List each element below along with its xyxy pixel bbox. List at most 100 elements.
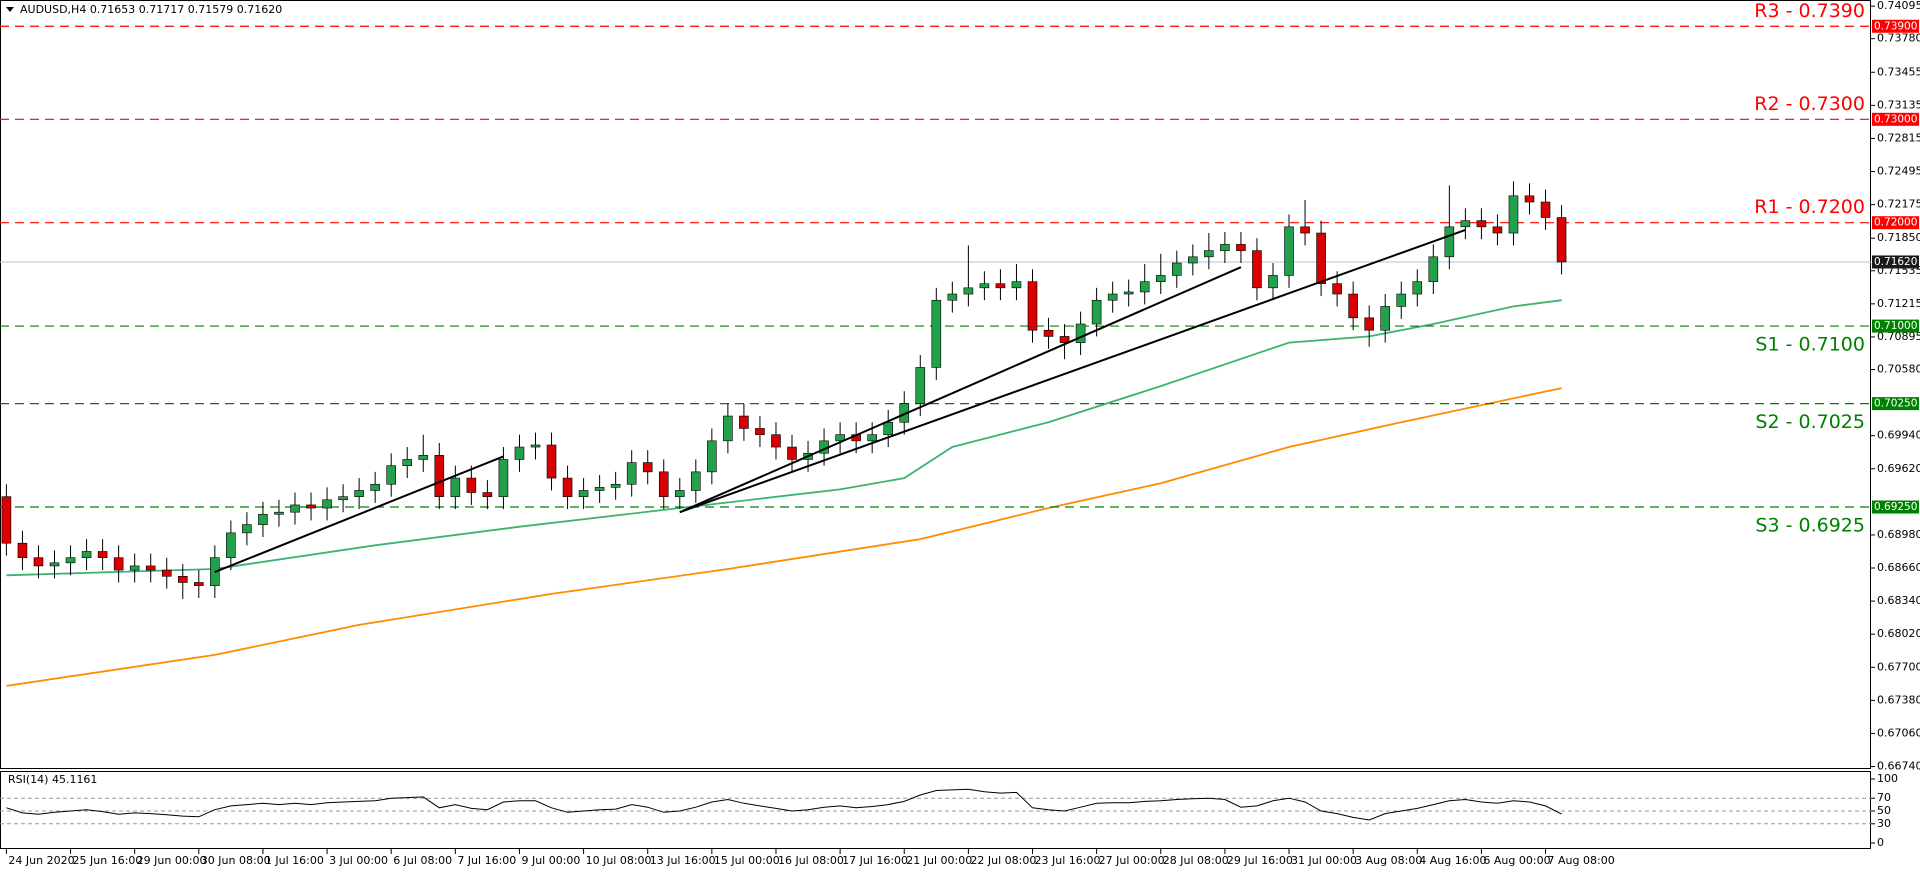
- x-tick-label: 3 Jul 00:00: [329, 854, 388, 867]
- rsi-line: [6, 788, 1562, 821]
- candle-body: [226, 532, 236, 558]
- x-tick-label: 7 Aug 08:00: [1548, 854, 1615, 867]
- candle-body: [963, 287, 974, 295]
- level-label: R2 - 0.7300: [1754, 93, 1865, 115]
- candle-body: [658, 471, 669, 497]
- level-box-label: 0.73000: [1874, 113, 1917, 125]
- moving-average: [6, 387, 1562, 687]
- candle-body: [723, 415, 733, 442]
- candle-body: [33, 557, 44, 567]
- candle-body: [1348, 293, 1358, 319]
- rsi-tick-label: 30: [1877, 817, 1891, 830]
- candle-body: [1332, 283, 1342, 295]
- y-tick-label: 0.70895: [1877, 330, 1920, 343]
- candle-body: [835, 434, 845, 442]
- candle-body: [1236, 244, 1246, 251]
- candle-body: [1059, 336, 1070, 343]
- candle-body: [1, 496, 12, 544]
- x-tick-label: 30 Jun 08:00: [201, 854, 271, 867]
- candle-body: [931, 299, 942, 368]
- x-tick-label: 3 Aug 08:00: [1355, 854, 1422, 867]
- y-tick-label: 0.69940: [1877, 429, 1920, 442]
- candle-body: [97, 551, 108, 558]
- y-tick-label: 0.66740: [1877, 760, 1920, 773]
- y-tick-label: 0.73135: [1877, 98, 1920, 111]
- candle-body: [1188, 256, 1198, 264]
- candle-body: [915, 367, 926, 404]
- candle-body: [177, 575, 188, 583]
- y-tick-label: 0.74095: [1877, 0, 1920, 12]
- candle-body: [65, 557, 76, 564]
- x-tick-label: 7 Jul 16:00: [457, 854, 516, 867]
- level-label: S2 - 0.7025: [1755, 411, 1865, 433]
- y-tick-label: 0.68660: [1877, 561, 1920, 574]
- candle-body: [129, 565, 140, 571]
- x-tick-label: 6 Jul 08:00: [393, 854, 452, 867]
- candle-body: [17, 542, 28, 558]
- trendline: [679, 266, 1242, 514]
- x-tick-label: 23 Jul 16:00: [1034, 854, 1100, 867]
- candle-body: [418, 455, 429, 460]
- x-tick-label: 31 Jul 00:00: [1291, 854, 1357, 867]
- candle-body: [739, 415, 749, 429]
- candle-body: [1204, 250, 1214, 258]
- candle-body: [1123, 291, 1134, 295]
- candle-body: [995, 283, 1006, 289]
- trendline: [214, 455, 504, 574]
- candle-body: [707, 440, 717, 473]
- candle-body: [1380, 306, 1391, 331]
- y-tick-label: 0.67380: [1877, 693, 1920, 706]
- candle-body: [386, 465, 396, 485]
- candle-body: [979, 283, 990, 289]
- level-box: [1872, 216, 1919, 230]
- candle-body: [883, 421, 894, 435]
- y-tick-label: 0.73455: [1877, 65, 1920, 78]
- x-tick-label: 24 Jun 2020: [8, 854, 74, 867]
- candle-body: [546, 444, 557, 479]
- menu-arrow[interactable]: [6, 7, 14, 12]
- level-label: S3 - 0.6925: [1755, 515, 1865, 537]
- current-price-box: [1872, 255, 1919, 269]
- level-box-label: 0.71000: [1874, 320, 1917, 332]
- candle-body: [514, 446, 525, 460]
- y-tick-label: 0.68980: [1877, 528, 1920, 541]
- candle-body: [1460, 220, 1471, 228]
- candle-body: [242, 524, 252, 534]
- candle-body: [1284, 226, 1294, 276]
- candle-body: [1396, 293, 1407, 307]
- candle-body: [161, 569, 172, 577]
- y-tick-label: 0.72175: [1877, 198, 1920, 211]
- candle-body: [194, 582, 204, 586]
- candle-body: [1268, 275, 1278, 289]
- main-panel: [0, 0, 1871, 769]
- x-tick-label: 27 Jul 00:00: [1099, 854, 1165, 867]
- candle-body: [450, 477, 461, 497]
- candle-body: [81, 551, 92, 558]
- candle-body: [274, 511, 284, 515]
- candle-body: [578, 490, 589, 497]
- level-box-label: 0.69250: [1874, 501, 1917, 513]
- candle-body: [113, 557, 124, 571]
- candle-body: [1171, 262, 1182, 276]
- x-tick-label: 16 Jul 08:00: [778, 854, 844, 867]
- y-tick-label: 0.67060: [1877, 726, 1920, 739]
- trendline: [679, 228, 1466, 514]
- level-label: S1 - 0.7100: [1755, 334, 1865, 356]
- x-tick-label: 28 Jul 08:00: [1163, 854, 1229, 867]
- candle-body: [434, 455, 445, 497]
- candle-body: [755, 428, 765, 435]
- candle-body: [1364, 317, 1374, 331]
- level-box: [1872, 319, 1919, 333]
- candle-body: [1011, 281, 1022, 289]
- indicator-title: RSI(14) 45.1161: [8, 773, 97, 786]
- candle-body: [1508, 195, 1519, 234]
- candle-body: [1540, 201, 1551, 218]
- rsi-panel: [0, 771, 1871, 849]
- y-tick-label: 0.71850: [1877, 231, 1920, 244]
- candle-body: [1155, 275, 1166, 282]
- x-tick-label: 25 Jun 16:00: [73, 854, 143, 867]
- candle-body: [642, 462, 653, 473]
- candle-body: [1107, 293, 1118, 301]
- level-box-label: 0.73900: [1874, 20, 1917, 32]
